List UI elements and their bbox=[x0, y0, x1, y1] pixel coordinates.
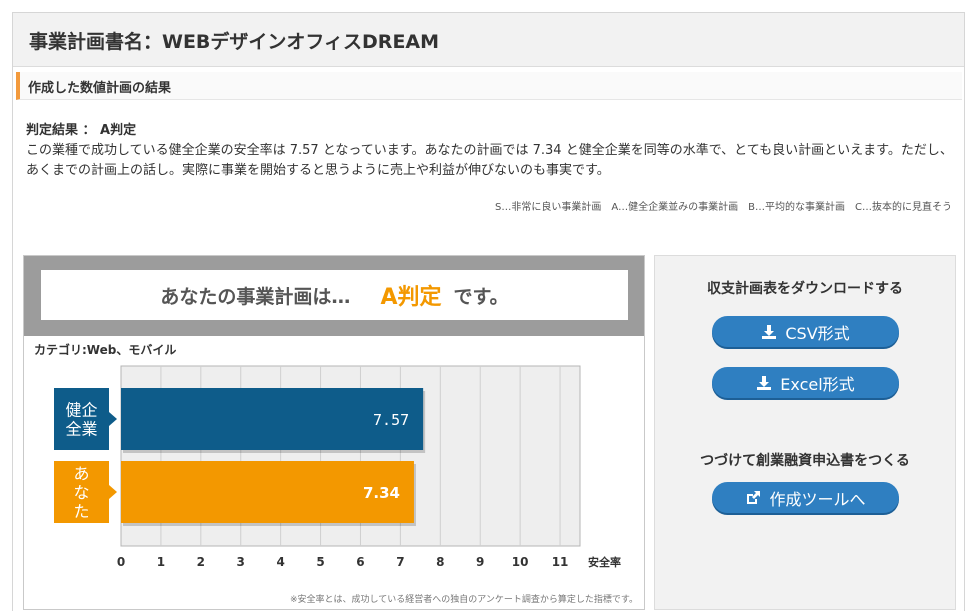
grade-legend: S…非常に良い事業計画 A…健全企業並みの事業計画 B…平均的な事業計画 C…抜… bbox=[494, 202, 952, 213]
section-heading-bar: 作成した数値計画の結果 bbox=[16, 72, 962, 100]
x-axis-label: 安全率 bbox=[588, 555, 621, 569]
banner-prefix: あなたの事業計画は… bbox=[160, 285, 351, 308]
title-bar: 事業計画書名：WEBデザインオフィスDREAM bbox=[13, 13, 964, 67]
result-text: 判定結果 ： A判定 この業種で成功している健全企業の安全率は 7.57 となっ… bbox=[26, 121, 956, 181]
tool-label: 作成ツールへ bbox=[769, 489, 866, 509]
excel-label: Excel形式 bbox=[780, 374, 855, 394]
chart-footnote: ※安全率とは、成功している経営者への独自のアンケート調査から算定した指標です。 bbox=[289, 595, 638, 605]
download-icon bbox=[762, 324, 777, 339]
section-heading: 作成した数値計画の結果 bbox=[28, 81, 172, 96]
download-icon bbox=[757, 375, 772, 390]
judge-line: 判定結果 ： A判定 bbox=[26, 123, 137, 138]
x-tick-label: 0 bbox=[117, 555, 125, 569]
result-description: この業種で成功している健全企業の安全率は 7.57 となっています。あなたの計画… bbox=[26, 143, 953, 178]
x-tick-label: 10 bbox=[512, 555, 529, 569]
download-heading: 収支計画表をダウンロードする bbox=[707, 281, 903, 297]
category-label: た bbox=[73, 502, 89, 521]
chart-panel: あなたの事業計画は… A判定 です。 カテゴリ:Web、モバイル 0 1 2 3 4 5 6… bbox=[23, 255, 645, 610]
company-bar bbox=[121, 388, 424, 450]
grade-banner-box: あなたの事業計画は… A判定 です。 bbox=[41, 270, 628, 320]
continue-heading: つづけて創業融資申込書をつくる bbox=[700, 453, 910, 469]
x-tick-label: 5 bbox=[316, 555, 324, 569]
x-tick-label: 3 bbox=[237, 555, 245, 569]
banner-grade: A判定 bbox=[380, 285, 442, 310]
x-tick-label: 9 bbox=[476, 555, 484, 569]
x-tick-label: 7 bbox=[396, 555, 404, 569]
actions-panel: 収支計画表をダウンロードする CSV形式 Excel形式 つづけて創業融資申込書… bbox=[654, 255, 956, 610]
external-link-icon bbox=[747, 490, 761, 504]
page-title: 事業計画書名：WEBデザインオフィスDREAM bbox=[29, 31, 440, 53]
category-label: な bbox=[73, 483, 89, 502]
bar-value-label: 7.34 bbox=[363, 484, 400, 502]
category-label: 全業 bbox=[65, 420, 97, 439]
category-label: 健企 bbox=[65, 401, 97, 420]
grade-banner: あなたの事業計画は… A判定 です。 bbox=[24, 256, 644, 336]
plan-result-frame: 事業計画書名：WEBデザインオフィスDREAM 作成した数値計画の結果 判定結果… bbox=[12, 12, 965, 611]
csv-download-button[interactable]: CSV形式 bbox=[712, 316, 899, 347]
bar-value-label: 7.57 bbox=[373, 411, 409, 429]
category-label: あ bbox=[73, 464, 89, 483]
x-tick-label: 4 bbox=[276, 555, 284, 569]
chart-category: カテゴリ:Web、モバイル bbox=[34, 343, 177, 357]
category-label-box bbox=[54, 388, 117, 450]
x-tick-label: 1 bbox=[157, 555, 165, 569]
excel-download-button[interactable]: Excel形式 bbox=[712, 367, 899, 398]
you-bar bbox=[121, 461, 414, 523]
create-tool-button[interactable]: 作成ツールへ bbox=[712, 482, 899, 513]
x-tick-label: 2 bbox=[197, 555, 205, 569]
x-tick-label: 8 bbox=[436, 555, 444, 569]
category-label-box bbox=[54, 461, 117, 523]
x-tick-label: 11 bbox=[552, 555, 569, 569]
banner-suffix: です。 bbox=[453, 285, 509, 308]
x-tick-label: 6 bbox=[356, 555, 364, 569]
csv-label: CSV形式 bbox=[785, 323, 850, 343]
